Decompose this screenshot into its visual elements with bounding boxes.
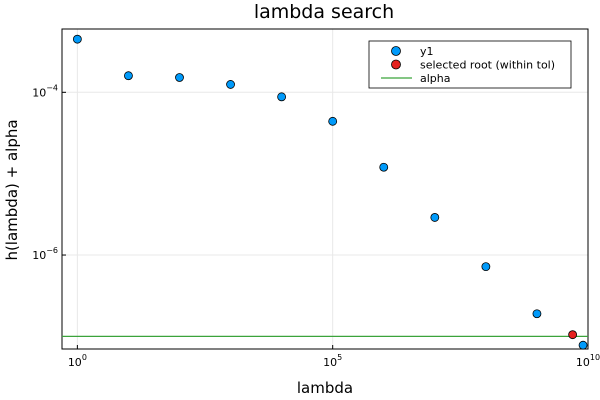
series-0-point-8 — [481, 262, 491, 272]
series-0-point-3 — [226, 80, 235, 89]
series-0-point-7 — [430, 213, 440, 222]
plot-frame — [61, 28, 589, 350]
x-tick-label-0: 100 — [68, 353, 87, 369]
series-0-point-4 — [277, 92, 287, 102]
legend-label-1: selected root (within tol) — [420, 59, 555, 72]
y-axis-label: h(lambda) + alpha — [3, 119, 21, 260]
legend-box — [368, 40, 572, 89]
y-tick-label-1: 10−4 — [32, 83, 58, 99]
legend-swatch-0 — [391, 46, 401, 56]
y-tick-labels: 10−6 10−4 — [32, 83, 66, 262]
x-tick-label-1: 105 — [323, 353, 342, 369]
legend-swatch-1 — [391, 59, 401, 70]
series-0-point-10 — [578, 340, 588, 350]
x-axis-label: lambda — [297, 379, 353, 397]
series-1-point-0 — [568, 330, 578, 340]
series-0-point-1 — [124, 71, 133, 81]
chart-title: lambda search — [254, 1, 394, 23]
series-0-point-2 — [175, 73, 184, 82]
series-0-point-0 — [72, 34, 82, 44]
legend-label-0: y1 — [420, 45, 434, 58]
y-tick-label-0: 10−6 — [32, 246, 58, 262]
series-0-point-5 — [328, 116, 338, 126]
x-tick-label-2: 1010 — [576, 353, 600, 369]
series-0-point-9 — [532, 309, 542, 319]
data-points — [72, 34, 588, 350]
series-0-point-6 — [379, 162, 389, 172]
legend-label-2: alpha — [420, 72, 451, 85]
